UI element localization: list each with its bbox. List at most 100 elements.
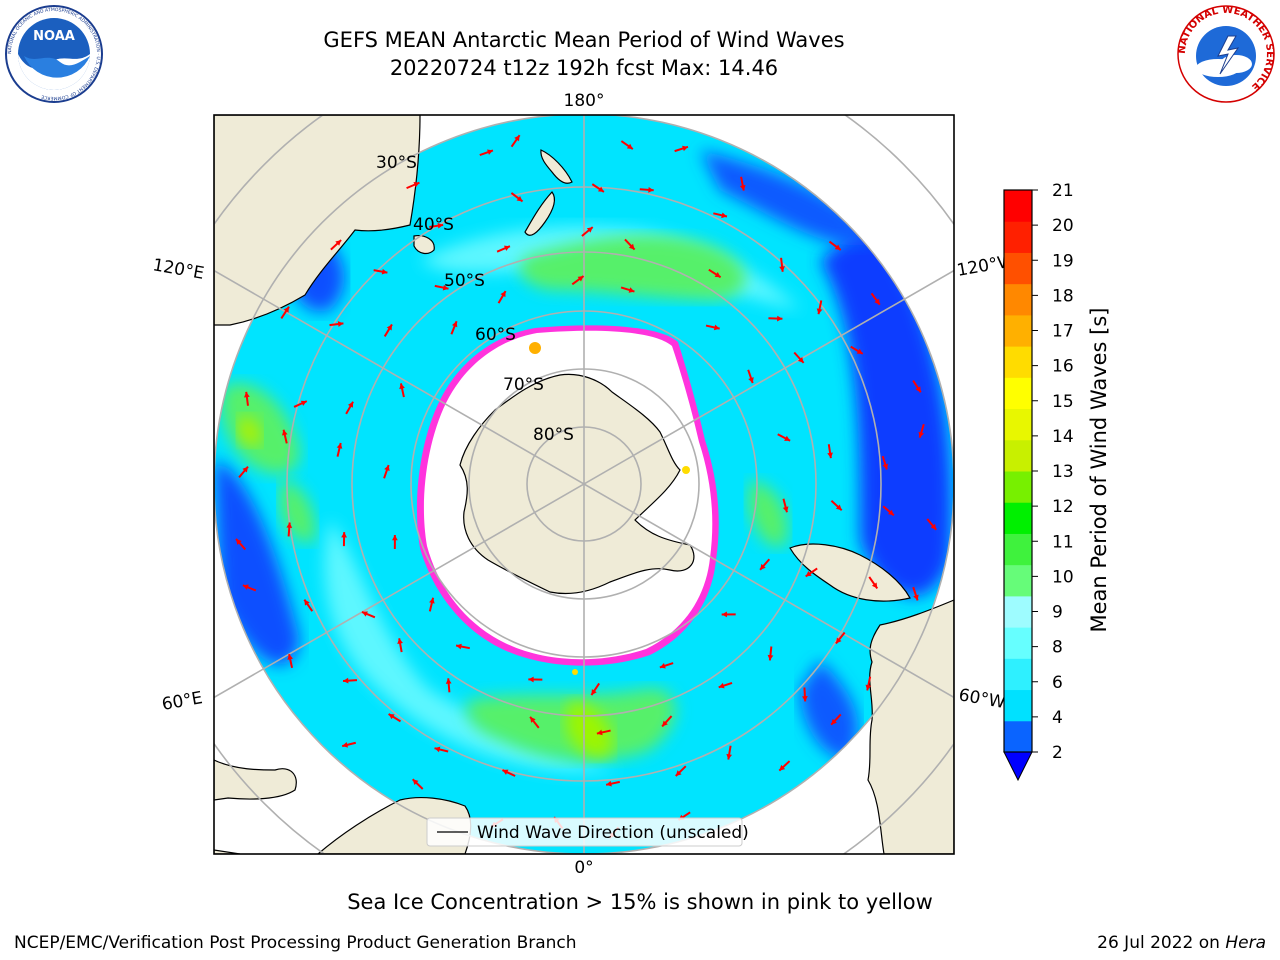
- wind-wave-arrowhead: [456, 643, 462, 650]
- wind-wave-arrowhead: [648, 187, 654, 193]
- colorbar-segment: [1004, 439, 1032, 472]
- wind-wave-arrowhead: [760, 563, 766, 570]
- lon-label-upper-left: 120°E: [151, 255, 205, 284]
- wind-wave-arrowhead: [779, 266, 785, 272]
- colorbar-tick-label: 18: [1052, 286, 1074, 306]
- land: [214, 115, 954, 854]
- wind-wave-arrowhead: [713, 324, 720, 331]
- colorbar-tick-label: 17: [1052, 322, 1074, 342]
- colorbar-segment: [1004, 283, 1032, 316]
- lat-label-80s: 80°S: [533, 425, 574, 445]
- lat-label-50s: 50°S: [444, 271, 485, 291]
- lat-label-40s: 40°S: [413, 215, 454, 235]
- graticule: [214, 115, 954, 854]
- wind-wave-arrowhead: [721, 212, 727, 219]
- wind-wave-arrowhead: [500, 291, 506, 298]
- wind-wave-arrowhead: [397, 638, 403, 644]
- colorbar-tick-label: 14: [1052, 427, 1074, 447]
- wind-wave-arrowhead: [802, 696, 808, 702]
- wind-wave-arrowhead: [591, 689, 597, 696]
- colorbar-extend-min: [1003, 751, 1033, 782]
- colorbar-segment: [1004, 252, 1032, 285]
- colorbar-segment: [1004, 720, 1032, 753]
- nws-logo: NATIONAL WEATHER SERVICE: [1177, 5, 1275, 103]
- chart-title: GEFS MEAN Antarctic Mean Period of Wind …: [323, 28, 845, 52]
- wind-wave-arrowhead: [726, 753, 733, 760]
- colorbar: 2 4 6 8 9 10 11 12 13 14 15 16 17 18 19 20 21: [1003, 181, 1074, 782]
- wind-wave-arrowhead: [342, 742, 349, 748]
- wind-wave-arrowhead: [930, 523, 937, 530]
- colorbar-tick-label: 2: [1052, 743, 1063, 763]
- wind-wave-arrowhead: [337, 321, 344, 327]
- colorbar-segment: [1004, 595, 1032, 628]
- wind-wave-arrowhead: [626, 143, 633, 150]
- wind-wave-arrowhead: [816, 308, 823, 315]
- wind-wave-arrowhead: [502, 769, 509, 775]
- wind-wave-arrowhead: [777, 315, 783, 322]
- wind-wave-arrowhead: [779, 764, 786, 771]
- wind-wave-arrowhead: [748, 377, 754, 384]
- colorbar-tick-label: 15: [1052, 392, 1074, 412]
- colorbar-tick-label: 12: [1052, 497, 1074, 517]
- wind-wave-arrowhead: [913, 594, 919, 601]
- wind-wave-arrowhead: [739, 184, 746, 191]
- wind-wave-arrowhead: [675, 770, 682, 776]
- wind-wave-arrowhead: [336, 443, 343, 449]
- wind-wave-arrowhead: [797, 357, 804, 363]
- wind-wave-arrowhead: [244, 391, 250, 398]
- colorbar-segment: [1004, 346, 1032, 378]
- colorbar-tick-label: 19: [1052, 251, 1074, 271]
- wind-wave-arrowhead: [586, 227, 593, 233]
- lon-label-bottom: 0°: [574, 858, 593, 878]
- wind-wave-arrowhead: [918, 431, 925, 438]
- colorbar-title: Mean Period of Wind Waves [s]: [1087, 308, 1111, 633]
- colorbar-tick-label: 10: [1052, 567, 1074, 587]
- colorbar-segment: [1004, 627, 1032, 659]
- wind-wave-arrowhead: [596, 729, 603, 736]
- colorbar-segment: [1004, 502, 1032, 534]
- wind-wave-arrowhead: [437, 222, 444, 229]
- chart-subtitle: 20220724 t12z 192h fcst Max: 14.46: [389, 56, 779, 80]
- wind-wave-arrowhead: [835, 637, 842, 644]
- colorbar-tick-label: 11: [1052, 532, 1074, 552]
- map-panel: Wind Wave Direction (unscaled): [214, 115, 954, 854]
- wind-wave-arrowhead: [442, 284, 449, 291]
- wind-wave-arrowhead: [361, 611, 368, 617]
- wind-wave-arrowhead: [767, 654, 774, 661]
- wind-wave-arrowhead: [384, 465, 390, 472]
- colorbar-segment: [1004, 689, 1032, 722]
- colorbar-tick-label: 8: [1052, 638, 1063, 658]
- colorbar-tick-label: 16: [1052, 357, 1074, 377]
- lon-label-top: 180°: [564, 91, 605, 111]
- noaa-logo: NOAA NATIONAL OCEANIC AND ATMOSPHERIC AD…: [5, 5, 103, 103]
- noaa-wordmark: NOAA: [33, 29, 75, 44]
- wind-wave-arrowhead: [887, 509, 894, 516]
- wind-wave-arrowhead: [381, 268, 388, 275]
- wind-wave-arrowhead: [445, 678, 452, 684]
- wind-wave-arrowhead: [865, 684, 872, 691]
- wind-wave-arrowhead: [530, 716, 536, 723]
- colorbar-tick-label: 6: [1052, 673, 1063, 693]
- wind-wave-arrowhead: [915, 386, 921, 393]
- wind-wave-arrowhead: [874, 298, 880, 305]
- wind-wave-arrowhead: [606, 780, 612, 787]
- wind-wave-arrowhead: [782, 506, 789, 513]
- wind-wave-arrowhead: [871, 582, 878, 589]
- wind-wave-arrowhead: [514, 135, 520, 142]
- wind-wave-arrowhead: [286, 522, 293, 528]
- wind-wave-arrowhead: [714, 272, 721, 278]
- colorbar-segment: [1004, 377, 1032, 410]
- colorbar-segment: [1004, 408, 1032, 441]
- wind-wave-arrowhead: [597, 186, 604, 192]
- wind-wave-arrowhead: [300, 400, 307, 406]
- lat-label-30s: 30°S: [376, 153, 417, 173]
- wind-wave-arrowhead: [429, 597, 435, 604]
- wind-wave-arrowhead: [487, 149, 493, 155]
- lat-label-60s: 60°S: [475, 325, 516, 345]
- wind-wave-arrowhead: [343, 677, 349, 684]
- wind-wave-arrowhead: [287, 654, 294, 660]
- wind-wave-arrowhead: [835, 504, 842, 511]
- wind-wave-arrowhead: [413, 182, 420, 188]
- wind-wave-arrowhead: [721, 611, 727, 618]
- wind-wave-arrowhead: [304, 599, 310, 606]
